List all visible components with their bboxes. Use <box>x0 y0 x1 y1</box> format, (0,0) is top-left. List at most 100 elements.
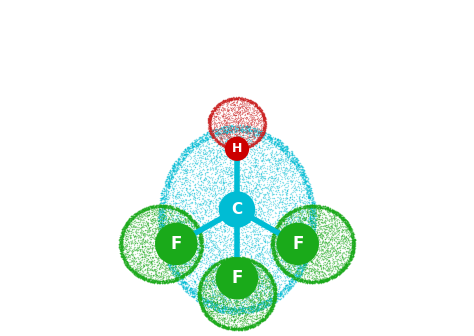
Point <box>228 145 236 151</box>
Point <box>322 226 330 232</box>
Point <box>220 184 228 190</box>
Point <box>228 257 236 262</box>
Point <box>187 236 194 241</box>
Point <box>296 214 304 220</box>
Point <box>192 288 200 294</box>
Point <box>296 265 303 271</box>
Point <box>192 260 200 265</box>
Point <box>211 276 219 282</box>
Point <box>116 237 123 242</box>
Point <box>253 261 261 266</box>
Point <box>132 224 139 229</box>
Point <box>177 220 184 225</box>
Point <box>255 245 262 251</box>
Point <box>231 309 239 314</box>
Point <box>165 177 173 182</box>
Point <box>200 308 208 313</box>
Point <box>224 107 232 112</box>
Point <box>222 308 230 314</box>
Point <box>191 153 199 158</box>
Point <box>218 106 225 112</box>
Point <box>254 126 261 132</box>
Point <box>187 262 194 267</box>
Point <box>181 244 189 250</box>
Point <box>351 239 358 245</box>
Point <box>204 123 212 128</box>
Point <box>228 114 235 119</box>
Point <box>212 152 219 158</box>
Point <box>231 160 239 165</box>
Point <box>239 295 247 301</box>
Point <box>162 205 170 210</box>
Point <box>325 263 333 268</box>
Point <box>216 139 223 144</box>
Point <box>227 204 235 210</box>
Point <box>136 261 144 267</box>
Point <box>170 188 177 194</box>
Point <box>129 260 137 265</box>
Point <box>250 204 258 210</box>
Point <box>227 128 235 133</box>
Point <box>294 235 301 240</box>
Point <box>231 177 239 183</box>
Point <box>231 206 239 211</box>
Point <box>270 248 278 253</box>
Point <box>216 156 224 161</box>
Point <box>271 249 278 255</box>
Point <box>137 209 145 214</box>
Point <box>276 145 284 150</box>
Point <box>228 292 235 298</box>
Point <box>237 99 245 104</box>
Point <box>337 236 345 242</box>
Point <box>196 302 204 307</box>
Point <box>243 277 250 283</box>
Point <box>304 244 311 249</box>
Point <box>243 100 251 106</box>
Point <box>288 229 296 235</box>
Point <box>315 260 323 266</box>
Point <box>182 178 189 183</box>
Point <box>195 250 203 255</box>
Point <box>151 269 159 274</box>
Point <box>232 293 240 299</box>
Point <box>237 186 245 192</box>
Point <box>159 199 167 205</box>
Point <box>280 214 288 219</box>
Point <box>208 271 215 276</box>
Point <box>182 168 190 174</box>
Point <box>238 308 246 313</box>
Point <box>132 211 139 216</box>
Point <box>191 233 198 238</box>
Point <box>164 259 172 264</box>
Point <box>219 252 227 257</box>
Point <box>289 223 296 228</box>
Point <box>251 103 259 108</box>
Point <box>190 153 197 159</box>
Point <box>161 248 169 253</box>
Point <box>280 264 287 270</box>
Point <box>272 252 280 258</box>
Point <box>206 125 214 131</box>
Point <box>209 251 216 257</box>
Point <box>206 130 213 135</box>
Point <box>342 242 349 247</box>
Point <box>149 246 156 252</box>
Point <box>202 269 210 275</box>
Point <box>266 309 273 315</box>
Point <box>291 275 299 280</box>
Point <box>130 255 138 260</box>
Point <box>216 102 223 108</box>
Point <box>240 280 247 285</box>
Point <box>196 302 204 308</box>
Point <box>302 239 310 244</box>
Point <box>209 308 216 313</box>
Point <box>258 263 265 268</box>
Point <box>118 256 126 261</box>
Point <box>236 169 243 174</box>
Point <box>207 119 214 125</box>
Point <box>267 277 275 282</box>
Point <box>192 173 200 178</box>
Point <box>246 285 254 290</box>
Point <box>138 244 146 249</box>
Point <box>349 243 356 249</box>
